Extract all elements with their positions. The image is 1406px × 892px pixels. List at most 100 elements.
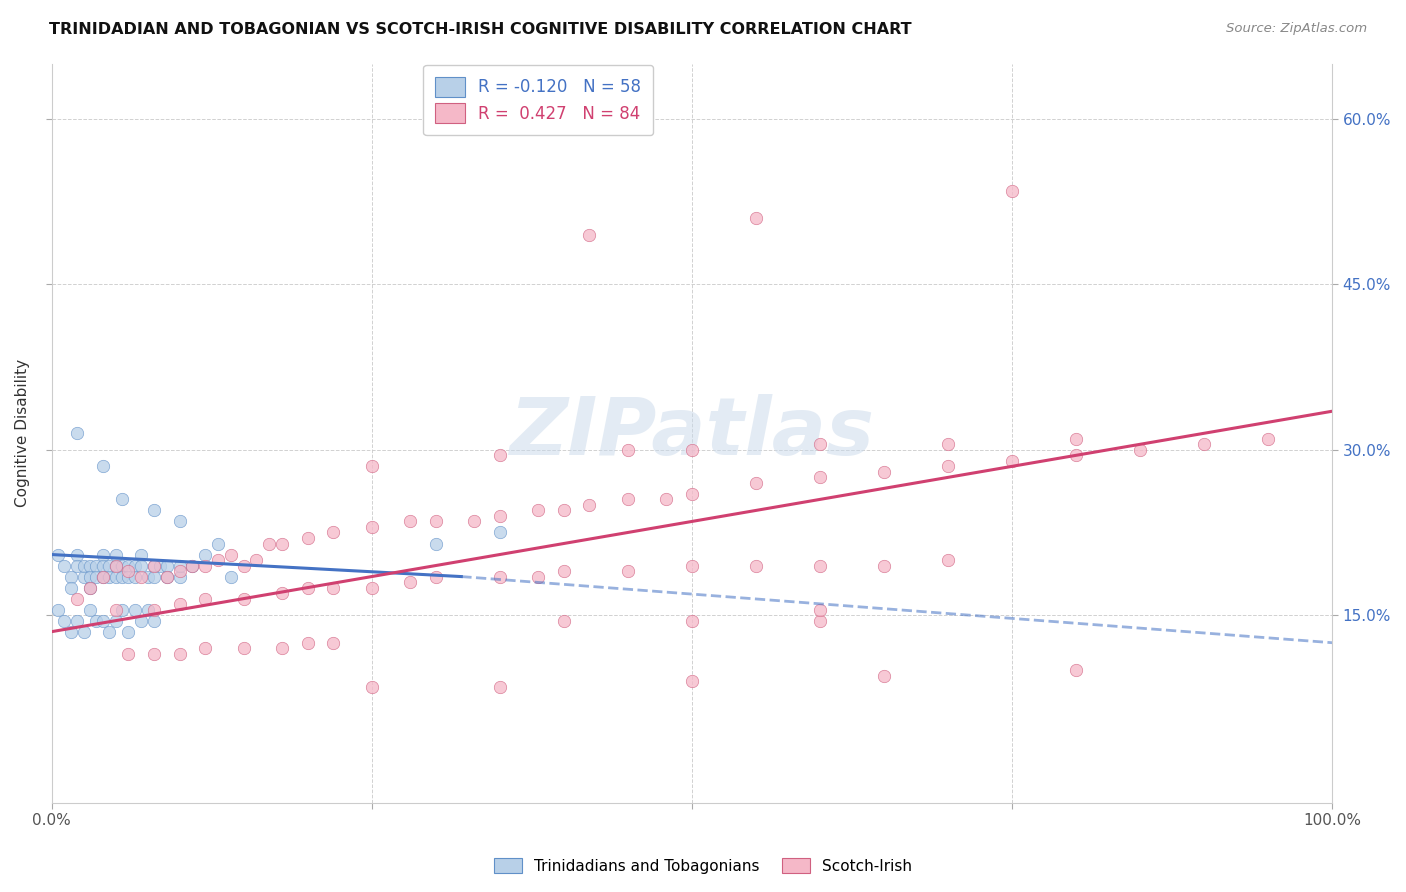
Point [59,581,82,595]
Point [808,614,831,628]
Point [104,558,127,573]
Point [91,459,114,474]
Point [53,558,76,573]
Point [53,614,76,628]
Point [181,558,204,573]
Point [553,503,575,517]
Point [1257,432,1279,446]
Point [129,548,152,562]
Point [117,558,139,573]
Point [79,581,101,595]
Point [117,624,139,639]
Point [143,569,166,583]
Point [207,536,229,550]
Point [681,614,703,628]
Point [143,558,166,573]
Point [527,569,550,583]
Point [271,641,294,656]
Point [219,548,242,562]
Point [745,558,768,573]
Point [98,558,121,573]
Point [169,597,191,611]
Point [124,558,146,573]
Point [1064,663,1087,677]
Point [1001,454,1024,468]
Y-axis label: Cognitive Disability: Cognitive Disability [15,359,30,508]
Point [66,558,89,573]
Point [578,498,600,512]
Point [578,227,600,242]
Point [271,536,294,550]
Point [111,492,134,507]
Point [98,569,121,583]
Point [143,602,166,616]
Point [143,614,166,628]
Point [124,602,146,616]
Point [149,558,172,573]
Point [136,569,159,583]
Point [1129,442,1152,457]
Point [66,548,89,562]
Point [488,680,510,694]
Point [169,564,191,578]
Point [66,591,89,606]
Point [79,558,101,573]
Point [104,569,127,583]
Point [66,426,89,441]
Point [232,641,254,656]
Point [86,558,108,573]
Point [399,515,422,529]
Point [232,558,254,573]
Point [808,558,831,573]
Point [808,437,831,451]
Point [360,581,382,595]
Legend: R = -0.120   N = 58, R =  0.427   N = 84: R = -0.120 N = 58, R = 0.427 N = 84 [423,65,652,135]
Point [936,437,959,451]
Point [553,564,575,578]
Point [91,614,114,628]
Point [129,558,152,573]
Point [91,569,114,583]
Point [124,569,146,583]
Point [936,459,959,474]
Text: TRINIDADIAN AND TOBAGONIAN VS SCOTCH-IRISH COGNITIVE DISABILITY CORRELATION CHAR: TRINIDADIAN AND TOBAGONIAN VS SCOTCH-IRI… [49,22,912,37]
Point [111,602,134,616]
Point [86,614,108,628]
Point [104,614,127,628]
Point [681,487,703,501]
Point [79,602,101,616]
Point [488,508,510,523]
Point [425,536,447,550]
Point [91,548,114,562]
Point [72,569,94,583]
Point [194,591,217,606]
Point [143,647,166,661]
Point [181,558,204,573]
Point [616,492,638,507]
Point [936,553,959,567]
Point [1064,448,1087,462]
Point [104,602,127,616]
Point [616,442,638,457]
Point [207,553,229,567]
Point [745,211,768,226]
Point [360,680,382,694]
Point [425,515,447,529]
Point [194,641,217,656]
Legend: Trinidadians and Tobagonians, Scotch-Irish: Trinidadians and Tobagonians, Scotch-Iri… [488,852,918,880]
Point [104,548,127,562]
Point [873,669,896,683]
Point [808,602,831,616]
Point [111,558,134,573]
Point [655,492,678,507]
Point [808,470,831,484]
Point [245,553,267,567]
Point [72,558,94,573]
Point [271,586,294,600]
Point [156,569,179,583]
Point [360,459,382,474]
Point [117,564,139,578]
Point [488,525,510,540]
Point [616,564,638,578]
Point [463,515,485,529]
